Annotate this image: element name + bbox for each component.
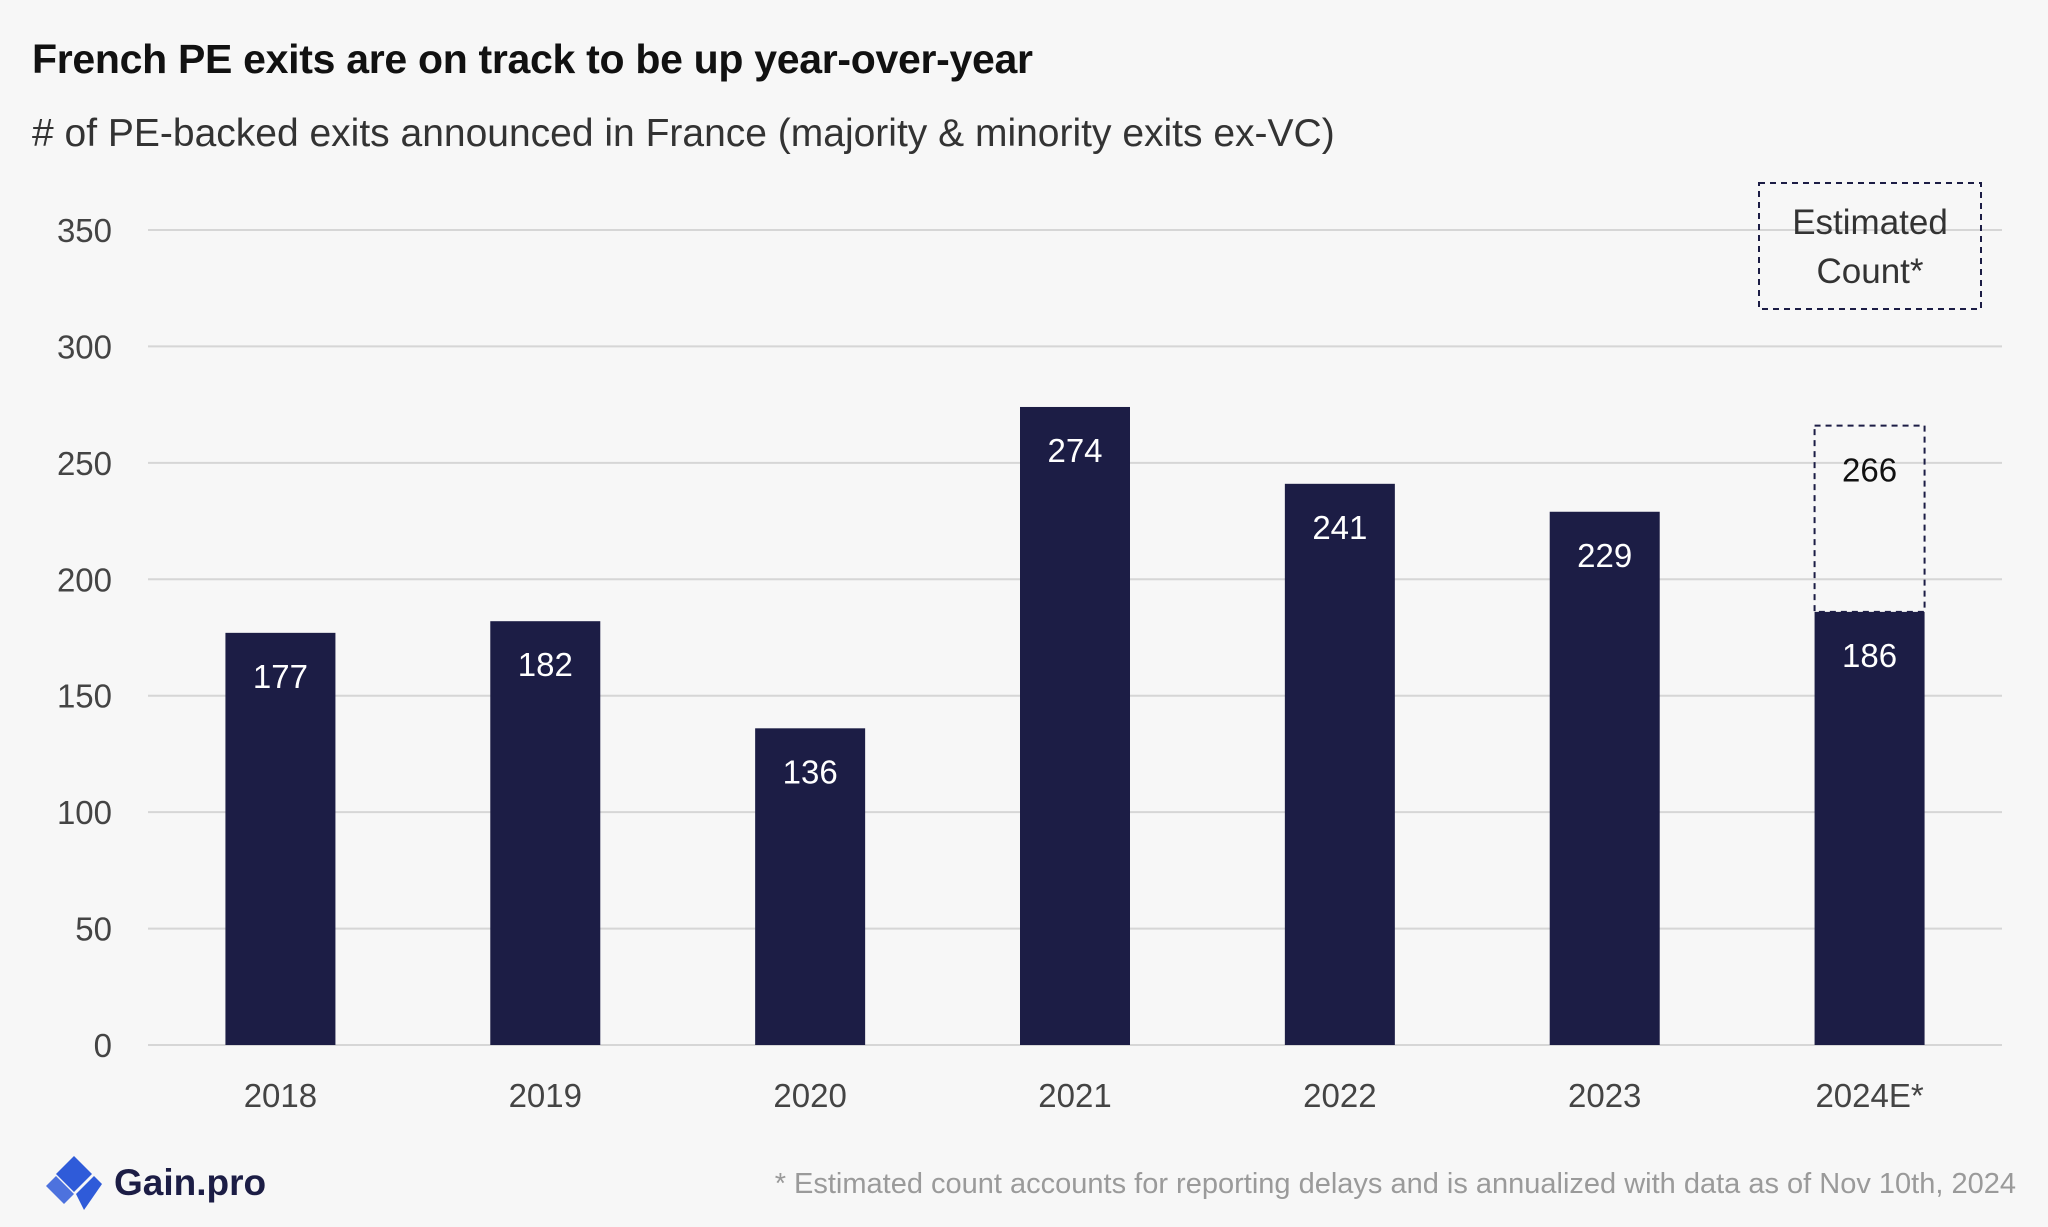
bar xyxy=(1814,611,1925,1045)
y-tick-label: 250 xyxy=(57,445,112,482)
chart-subtitle: # of PE-backed exits announced in France… xyxy=(32,112,1335,155)
y-axis-ticks: 0 50 100 150 200 250 300 350 xyxy=(57,212,112,1064)
y-tick-label: 0 xyxy=(94,1027,112,1064)
x-category-label: 2022 xyxy=(1303,1077,1376,1114)
bars: 177 182 136 274 241 229 186 266 xyxy=(225,406,1926,1045)
bar-value-label: 182 xyxy=(518,646,573,683)
legend-line-1: Estimated xyxy=(1792,203,1948,242)
bar-value-label: 241 xyxy=(1312,509,1367,546)
bar xyxy=(755,728,866,1045)
bar-value-label: 229 xyxy=(1577,537,1632,574)
x-axis-labels: 2018 2019 2020 2021 2022 2023 2024E* xyxy=(244,1077,1924,1114)
y-tick-label: 50 xyxy=(75,911,112,948)
gain-pro-logo-icon xyxy=(46,1156,102,1210)
bar xyxy=(1284,483,1395,1045)
bar-value-label: 186 xyxy=(1842,637,1897,674)
x-category-label: 2018 xyxy=(244,1077,317,1114)
bar xyxy=(225,632,336,1045)
bar-value-label: 274 xyxy=(1047,432,1102,469)
estimated-bar-outline xyxy=(1813,424,1926,613)
bar xyxy=(490,621,601,1045)
bar xyxy=(1020,406,1130,1045)
legend-box xyxy=(1758,182,1982,310)
bar-value-label: 136 xyxy=(783,753,838,790)
bar-value-label: 177 xyxy=(253,658,308,695)
chart-title: French PE exits are on track to be up ye… xyxy=(32,36,1033,82)
y-tick-label: 150 xyxy=(57,678,112,715)
y-tick-label: 300 xyxy=(57,328,112,365)
estimated-value-label: 266 xyxy=(1842,452,1897,489)
y-tick-label: 200 xyxy=(57,561,112,598)
x-category-label: 2021 xyxy=(1038,1077,1111,1114)
x-category-label: 2019 xyxy=(509,1077,582,1114)
x-category-label: 2023 xyxy=(1568,1077,1641,1114)
bar xyxy=(1549,511,1660,1045)
y-tick-label: 350 xyxy=(57,212,112,249)
y-tick-label: 100 xyxy=(57,794,112,831)
brand-name: Gain.pro xyxy=(114,1162,267,1203)
legend: Estimated Count* xyxy=(1758,182,1982,310)
footnote: * Estimated count accounts for reporting… xyxy=(774,1168,2016,1200)
x-category-label: 2024E* xyxy=(1815,1077,1923,1114)
brand-logo: Gain.pro xyxy=(46,1154,266,1212)
x-category-label: 2020 xyxy=(773,1077,846,1114)
legend-line-2: Count* xyxy=(1816,252,1923,291)
